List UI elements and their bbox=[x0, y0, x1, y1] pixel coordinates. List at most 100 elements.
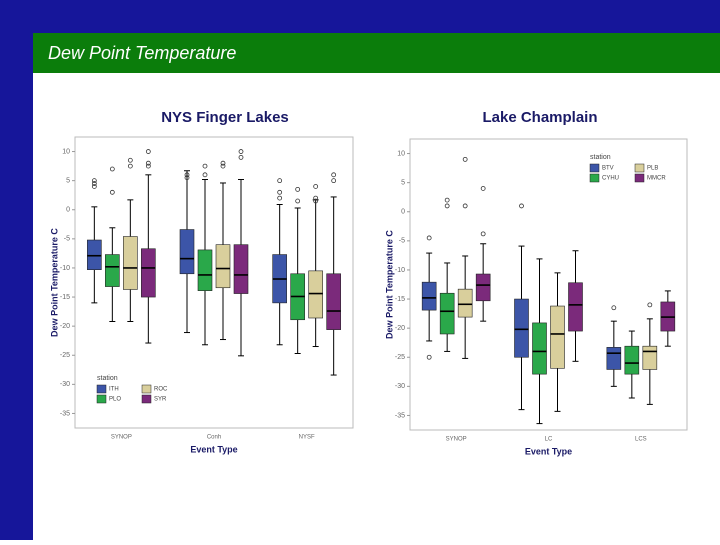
y-axis-label: Dew Point Temperature C bbox=[49, 228, 59, 337]
box bbox=[514, 298, 529, 358]
legend-swatch bbox=[96, 394, 107, 404]
outlier bbox=[184, 175, 190, 181]
box bbox=[179, 229, 195, 275]
y-tick-label: -15 bbox=[60, 294, 70, 301]
outlier bbox=[426, 354, 432, 360]
outlier bbox=[313, 184, 319, 189]
box bbox=[233, 244, 249, 294]
legend-label: BTV bbox=[602, 166, 614, 172]
outlier bbox=[109, 166, 115, 172]
legend-label: ROC bbox=[154, 387, 168, 393]
legend-swatch bbox=[96, 384, 107, 394]
outlier bbox=[277, 178, 283, 184]
chart-title: NYS Finger Lakes bbox=[161, 109, 289, 126]
plot-area bbox=[74, 136, 354, 429]
x-tick-label: Conh bbox=[207, 435, 221, 441]
y-tick-label: -35 bbox=[60, 410, 70, 417]
x-tick-label: NYSF bbox=[299, 435, 315, 441]
legend-swatch bbox=[141, 394, 152, 404]
legend-swatch bbox=[589, 173, 600, 183]
y-tick-label: -15 bbox=[395, 296, 405, 303]
outlier bbox=[426, 235, 432, 241]
y-tick-label: -20 bbox=[395, 325, 405, 332]
outlier bbox=[184, 172, 190, 178]
legend-swatch bbox=[589, 163, 600, 173]
box bbox=[87, 239, 102, 270]
outlier bbox=[519, 203, 524, 209]
outlier bbox=[145, 163, 151, 169]
y-axis-label: Dew Point Temperature C bbox=[384, 230, 394, 339]
outlier bbox=[91, 184, 97, 189]
box bbox=[606, 347, 622, 370]
legend-label: ITH bbox=[109, 387, 119, 393]
outlier bbox=[611, 305, 617, 311]
legend-swatch bbox=[141, 384, 152, 394]
outlier bbox=[331, 172, 337, 178]
box bbox=[624, 345, 640, 375]
box bbox=[642, 345, 658, 370]
box bbox=[568, 282, 583, 332]
outlier bbox=[91, 181, 97, 186]
y-tick-label: -25 bbox=[60, 352, 70, 359]
outlier bbox=[277, 189, 283, 195]
y-tick-label: -5 bbox=[399, 238, 405, 245]
y-tick-label: -10 bbox=[395, 267, 405, 274]
y-tick-label: -30 bbox=[60, 381, 70, 388]
y-tick-label: -10 bbox=[60, 265, 70, 272]
x-tick-label: SYNOP bbox=[111, 435, 132, 441]
box bbox=[439, 292, 455, 335]
outlier bbox=[444, 197, 450, 203]
outlier bbox=[313, 198, 319, 204]
legend-label: PLB bbox=[647, 166, 658, 172]
y-tick-label: -25 bbox=[395, 354, 405, 361]
box bbox=[550, 305, 565, 369]
outlier bbox=[202, 172, 208, 178]
y-tick-label: -30 bbox=[395, 383, 405, 390]
legend-swatch bbox=[634, 163, 645, 173]
outlier bbox=[277, 195, 283, 201]
box bbox=[197, 249, 213, 291]
y-tick-label: -35 bbox=[395, 412, 405, 419]
outlier bbox=[145, 149, 151, 154]
y-tick-label: 5 bbox=[401, 179, 405, 186]
outlier bbox=[331, 178, 337, 184]
legend-title: station bbox=[97, 375, 118, 382]
y-tick-label: 0 bbox=[401, 209, 405, 216]
legend-swatch bbox=[634, 173, 645, 183]
box bbox=[532, 322, 547, 375]
outlier bbox=[480, 231, 486, 237]
outlier bbox=[295, 198, 301, 204]
outlier bbox=[220, 160, 226, 166]
outlier bbox=[462, 203, 468, 209]
y-tick-label: -5 bbox=[64, 236, 70, 243]
x-tick-label: SYNOP bbox=[446, 437, 467, 443]
outlier bbox=[480, 186, 486, 191]
outlier bbox=[91, 178, 97, 184]
x-axis-label: Event Type bbox=[525, 446, 572, 456]
box bbox=[308, 270, 323, 319]
box bbox=[475, 273, 491, 302]
outlier bbox=[313, 195, 319, 201]
box bbox=[141, 248, 156, 298]
legend-label: SYR bbox=[154, 397, 167, 403]
x-axis-label: Event Type bbox=[190, 444, 237, 454]
y-tick-label: 0 bbox=[66, 207, 70, 214]
box bbox=[123, 236, 138, 290]
y-tick-label: -20 bbox=[60, 323, 70, 330]
title-bar bbox=[33, 33, 720, 73]
box bbox=[421, 281, 437, 311]
box bbox=[326, 273, 341, 330]
outlier bbox=[462, 156, 468, 162]
y-tick-label: 10 bbox=[397, 150, 405, 157]
legend-label: PLO bbox=[109, 397, 121, 403]
box bbox=[215, 244, 231, 289]
outlier bbox=[220, 163, 226, 169]
outlier bbox=[295, 186, 301, 192]
x-tick-label: LCS bbox=[635, 437, 647, 443]
outlier bbox=[202, 163, 208, 169]
x-tick-label: LC bbox=[545, 437, 553, 443]
plot-area bbox=[409, 138, 688, 431]
outlier bbox=[647, 302, 653, 308]
box bbox=[457, 288, 473, 318]
